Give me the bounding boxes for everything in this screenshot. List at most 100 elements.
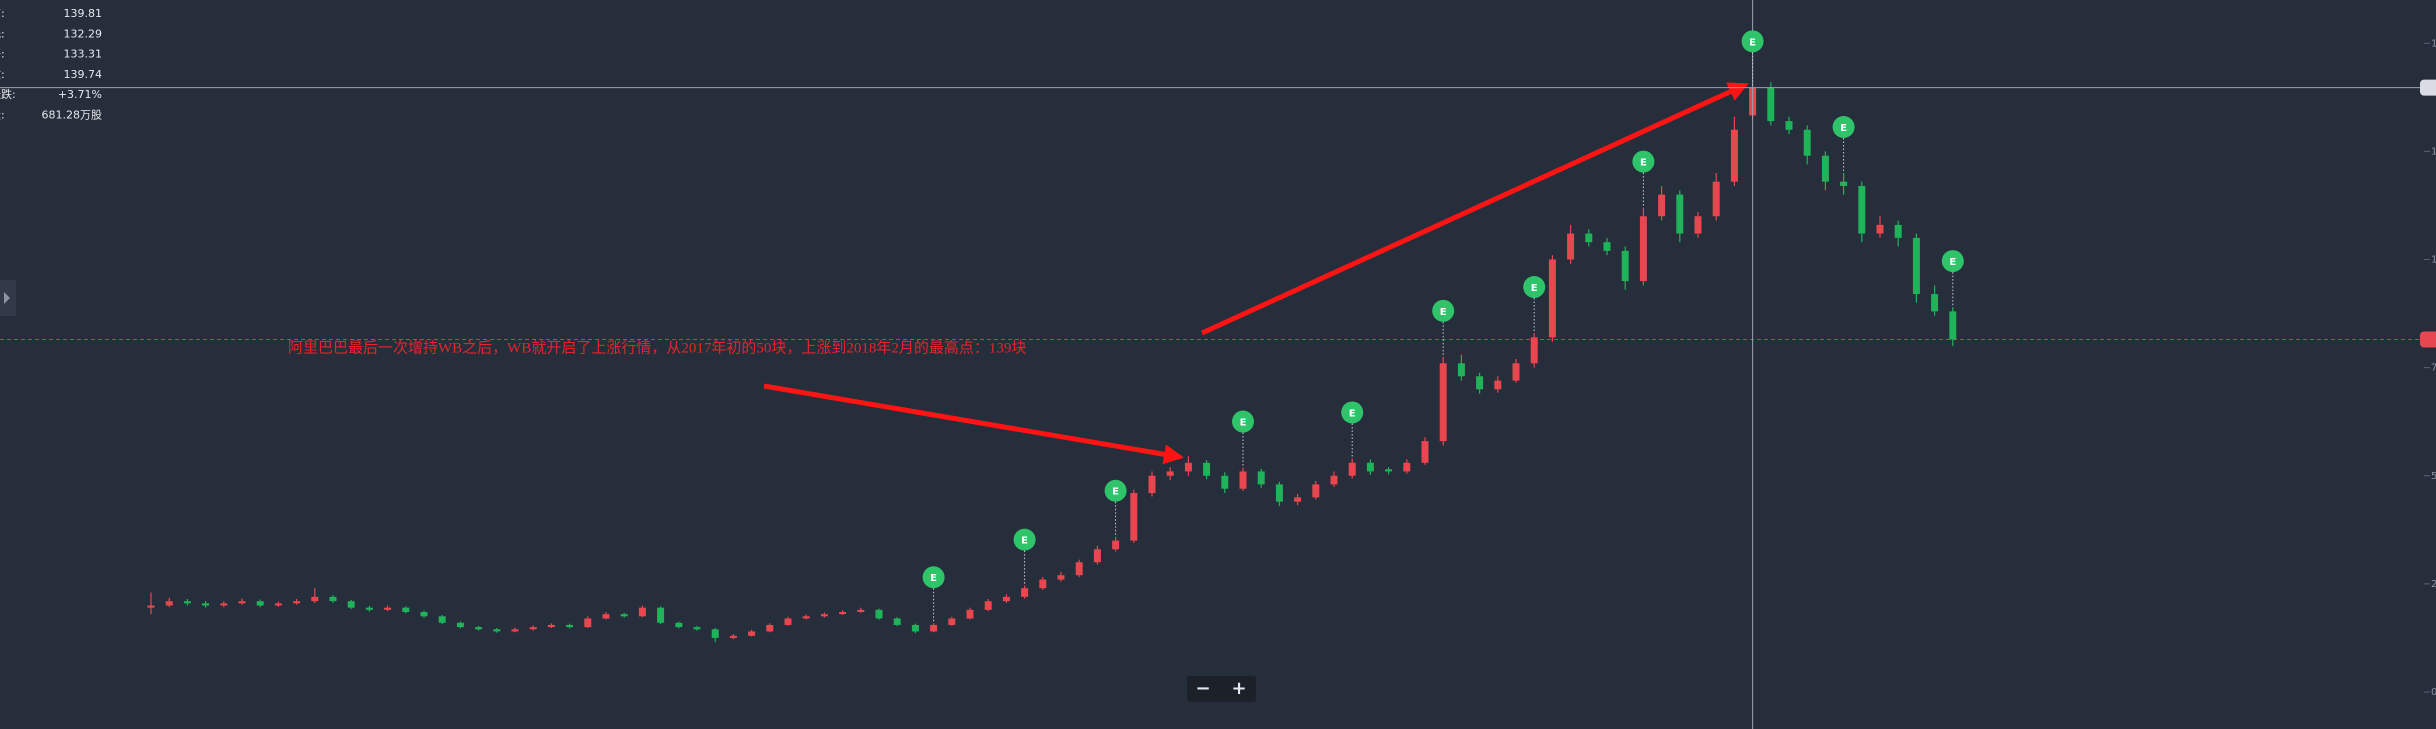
info-label: 开: (0, 48, 5, 61)
candle-body (1476, 376, 1484, 390)
candle-body (1275, 484, 1283, 502)
candle-body (1767, 87, 1775, 122)
candle-body (1294, 497, 1302, 502)
candle-body (620, 614, 628, 617)
arrow (763, 383, 1184, 465)
info-value: 133.31 (64, 48, 103, 61)
event-marker[interactable] (1013, 528, 1036, 551)
y-tick-label: 25 (2431, 579, 2436, 590)
candle-body (1330, 475, 1338, 485)
event-marker[interactable] (1632, 150, 1655, 173)
candle-body (293, 601, 301, 604)
candle-body (1785, 121, 1793, 130)
candle-body (183, 601, 191, 604)
candle-body (1840, 181, 1848, 186)
event-marker[interactable] (1941, 250, 1964, 273)
candle-body (602, 614, 610, 619)
candle-body (729, 635, 737, 638)
candle-body (329, 596, 337, 602)
candle-body (1494, 380, 1502, 390)
event-marker[interactable] (1741, 30, 1764, 53)
candle-body (802, 616, 810, 619)
y-tick-label: 100 (2431, 255, 2436, 266)
event-marker[interactable] (1232, 410, 1254, 433)
event-label: E (1112, 487, 1119, 498)
candle-body (1366, 462, 1374, 472)
candle-body (1039, 579, 1047, 589)
candle-body (1548, 259, 1556, 338)
candle-body (1876, 224, 1884, 234)
candle-body (984, 601, 992, 610)
candle-body (1639, 216, 1647, 282)
event-marker[interactable] (1341, 401, 1364, 424)
zoom-in[interactable]: + (1231, 678, 1246, 699)
event-marker[interactable] (922, 566, 945, 589)
event-marker[interactable] (1432, 299, 1455, 322)
candle-body (1603, 242, 1611, 251)
y-tick-label: 50 (2431, 471, 2436, 482)
event-label: E (1949, 257, 1956, 268)
event-marker[interactable] (1832, 116, 1855, 138)
event-marker[interactable] (1523, 276, 1546, 299)
candle-body (1803, 129, 1811, 156)
candle-body (165, 601, 173, 606)
y-tick-label: 75 (2431, 363, 2436, 374)
candle-body (1057, 575, 1065, 580)
info-value: 681.28万股 (42, 109, 103, 122)
candle-body (1567, 233, 1575, 260)
candle-body (547, 624, 555, 628)
candle-body (1221, 475, 1229, 489)
candle-body (493, 629, 501, 632)
candle-body (1821, 155, 1829, 182)
candle-body (1148, 475, 1156, 494)
candle-body (930, 624, 938, 632)
y-tick-label: 150 (2431, 38, 2436, 49)
info-label: 量: (0, 109, 5, 122)
candle-body (911, 624, 919, 632)
candle-body (1403, 462, 1411, 472)
candle-body (784, 618, 792, 625)
last-price-badge (2420, 331, 2436, 348)
candle-body (1694, 216, 1702, 234)
candle-body (1621, 250, 1629, 282)
event-label: E (930, 573, 937, 584)
zoom-out[interactable]: − (1195, 678, 1210, 699)
candle-body (1912, 237, 1920, 295)
candle-body (1112, 540, 1120, 550)
candle-body (948, 618, 956, 625)
info-label: 高: (0, 6, 5, 20)
candle-body (1239, 471, 1247, 489)
crosshair-badge (2420, 79, 2436, 96)
candle-body (1166, 471, 1174, 476)
info-value: 139.81 (64, 7, 103, 20)
candle-body (711, 629, 719, 638)
candle-body (966, 609, 974, 619)
zoom-panel (1187, 676, 1256, 702)
candle-body (857, 609, 865, 612)
candle-body (1585, 233, 1593, 243)
info-label: 收: (0, 67, 5, 81)
info-label: 涨跌: (0, 87, 16, 101)
candle-body (875, 609, 883, 619)
candle-body (1457, 363, 1465, 377)
candle-body (1439, 363, 1447, 442)
event-marker[interactable] (1104, 479, 1127, 502)
candle-body (365, 607, 373, 610)
candle-body (420, 611, 428, 617)
candle-body (675, 622, 683, 628)
candle-body (1002, 596, 1010, 602)
info-value: +3.71% (58, 88, 102, 101)
candle-body (1949, 311, 1957, 340)
annotation: 阿里巴巴最后一次增持WB之后，WB就开启了上涨行情，从2017年初的50块，上涨… (288, 339, 1026, 356)
candle-body (1421, 441, 1429, 463)
candle-body (1257, 471, 1265, 485)
candle-body (820, 614, 828, 617)
candle-body (347, 601, 355, 608)
event-label: E (1640, 158, 1647, 169)
candle-body (311, 596, 319, 602)
candle-body (220, 603, 228, 606)
candle-body (274, 603, 282, 606)
